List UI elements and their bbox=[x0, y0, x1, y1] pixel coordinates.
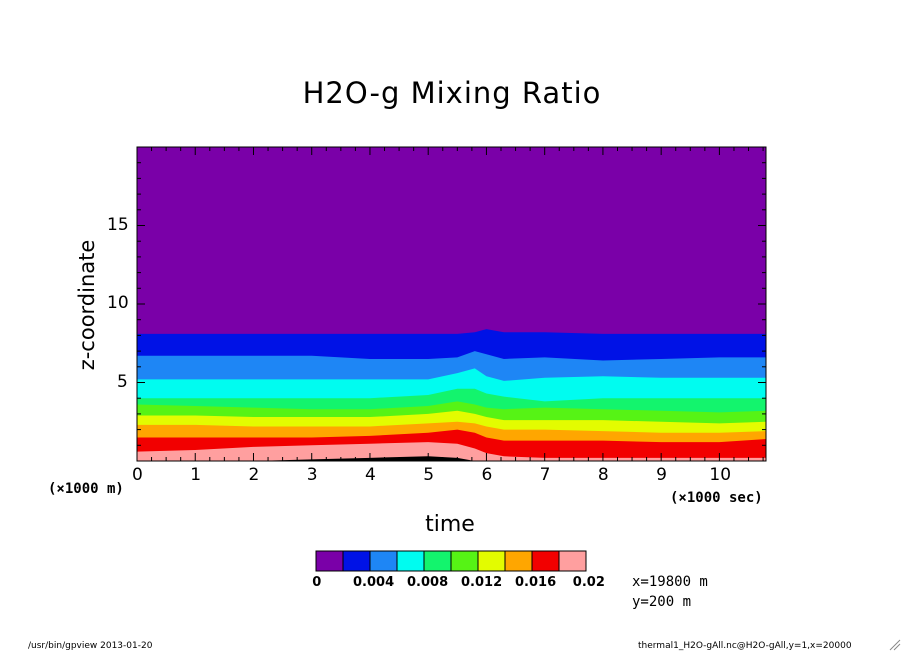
colorbar-swatch bbox=[450, 550, 479, 572]
x-tick-label: 7 bbox=[539, 465, 551, 485]
contour-fills bbox=[137, 147, 766, 461]
colorbar-label: 0.012 bbox=[461, 575, 503, 590]
colorbar-label: 0.008 bbox=[407, 575, 449, 590]
y-position-info: y=200 m bbox=[632, 594, 692, 610]
x-tick-label: 4 bbox=[364, 465, 376, 485]
x-axis-ticks bbox=[136, 147, 764, 461]
colorbar-label: 0 bbox=[312, 575, 322, 590]
x-position-info: x=19800 m bbox=[632, 574, 708, 590]
x-tick-label: 3 bbox=[306, 465, 318, 485]
colorbar-swatch bbox=[423, 550, 452, 572]
colorbar-swatch bbox=[315, 550, 344, 572]
y-tick-label: 5 bbox=[117, 371, 128, 392]
y-tick-label: 10 bbox=[107, 293, 129, 313]
resize-grip-icon-line2 bbox=[893, 643, 901, 651]
colorbar-label: 0.02 bbox=[572, 575, 605, 590]
colorbar-label: 0.004 bbox=[353, 575, 395, 590]
resize-grip-icon[interactable] bbox=[889, 639, 901, 651]
colorbar-swatch bbox=[477, 550, 506, 572]
x-tick-label: 0 bbox=[132, 465, 143, 485]
colorbar-label: 0.016 bbox=[515, 575, 557, 590]
footer-left: /usr/bin/gpview 2013-01-20 bbox=[28, 641, 153, 651]
x-tick-label: 10 bbox=[709, 465, 732, 485]
colorbar bbox=[315, 550, 587, 572]
x-tick-label: 5 bbox=[423, 465, 435, 485]
y-axis-ticks bbox=[137, 162, 766, 446]
x-tick-label: 9 bbox=[656, 465, 667, 485]
y-axis-label: z-coordinate bbox=[75, 239, 99, 371]
footer-right: thermal1_H2O-gAll.nc@H2O-gAll,y=1,x=2000… bbox=[638, 641, 852, 651]
y-unit-label: (×1000 m) bbox=[48, 481, 124, 497]
x-tick-label: 2 bbox=[248, 465, 260, 485]
x-tick-label: 8 bbox=[597, 465, 609, 485]
x-unit-label: (×1000 sec) bbox=[670, 490, 763, 506]
contour-band-9 bbox=[137, 442, 766, 461]
colorbar-swatch bbox=[396, 550, 425, 572]
colorbar-swatch bbox=[369, 550, 398, 572]
colorbar-swatch bbox=[504, 550, 533, 572]
chart-title: H2O-g Mixing Ratio bbox=[302, 76, 602, 110]
colorbar-swatch bbox=[558, 550, 587, 572]
y-tick-label: 15 bbox=[107, 214, 129, 235]
colorbar-swatch bbox=[342, 550, 371, 572]
x-axis-label: time bbox=[425, 512, 475, 537]
x-tick-label: 1 bbox=[190, 465, 202, 485]
contour-band-10 bbox=[137, 456, 766, 461]
x-tick-label: 6 bbox=[481, 465, 493, 485]
colorbar-swatch bbox=[531, 550, 560, 572]
